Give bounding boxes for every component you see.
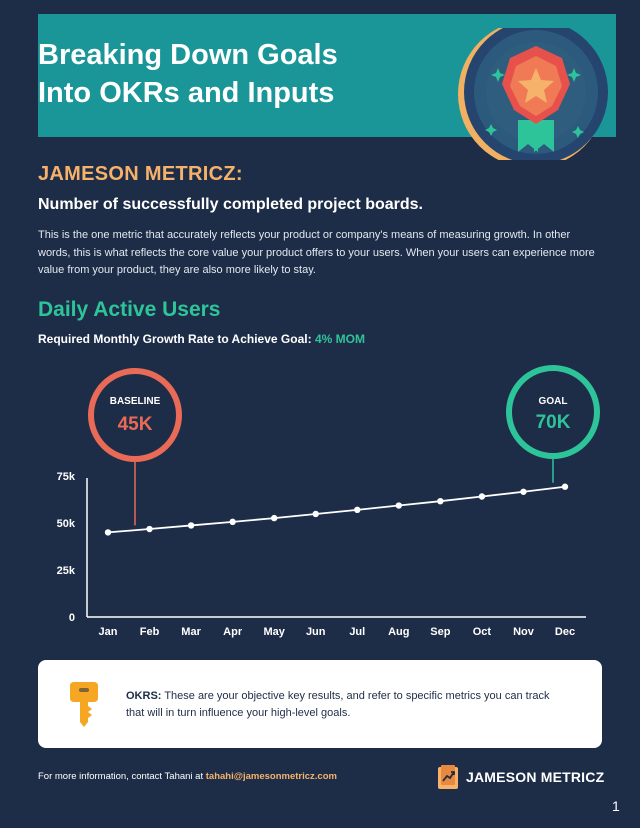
- okr-text: These are your objective key results, an…: [126, 690, 550, 719]
- data-point: [395, 502, 403, 509]
- y-tick-label: 25k: [57, 565, 76, 577]
- data-point: [187, 522, 195, 529]
- goal-value: 70K: [536, 412, 571, 433]
- x-tick-label: Sep: [430, 626, 450, 638]
- y-tick-label: 75k: [57, 471, 76, 483]
- metric-description: This is the one metric that accurately r…: [38, 229, 595, 276]
- brand-name: JAMESON METRICZ: [466, 769, 605, 785]
- growth-rate-line: Required Monthly Growth Rate to Achieve …: [38, 332, 365, 346]
- x-tick-label: Feb: [140, 626, 160, 638]
- x-tick-label: May: [263, 626, 285, 638]
- brand-logo-icon: [438, 765, 458, 789]
- baseline-label: BASELINE: [110, 396, 161, 407]
- footer-email-link[interactable]: tahahi@jamesonmetricz.com: [205, 771, 337, 782]
- baseline-circle: [88, 368, 182, 462]
- x-tick-label: Nov: [513, 626, 535, 638]
- data-point: [104, 529, 112, 536]
- okr-description: OKRS: These are your objective key resul…: [126, 688, 566, 722]
- footer-contact: For more information, contact Tahani at …: [38, 771, 337, 782]
- okr-label: OKRS:: [126, 690, 162, 702]
- x-tick-label: Aug: [388, 626, 409, 638]
- data-point: [146, 525, 153, 533]
- x-tick-label: Oct: [473, 626, 492, 638]
- key-icon: [70, 682, 98, 727]
- x-tick-label: Dec: [555, 626, 575, 638]
- y-tick-label: 50k: [57, 518, 76, 530]
- x-tick-label: Apr: [223, 626, 243, 638]
- series-line: [107, 485, 566, 534]
- daily-active-users-chart: 0 25k 50k 75k Jan Feb Mar Apr May Jun Jul Aug Sep Oc…: [57, 365, 600, 638]
- star-medal-icon: [458, 28, 608, 160]
- growth-rate-label: Required Monthly Growth Rate to Achieve …: [38, 332, 312, 346]
- x-tick-label: Jun: [306, 626, 326, 638]
- data-point: [437, 497, 444, 505]
- data-point: [354, 506, 361, 514]
- x-tick-label: Mar: [181, 626, 201, 638]
- okr-card: OKRS: These are your objective key resul…: [38, 660, 602, 748]
- footer-brand: JAMESON METRICZ: [438, 765, 604, 789]
- data-point: [312, 510, 319, 518]
- goal-label: GOAL: [539, 396, 568, 407]
- growth-rate-value: 4% MOM: [314, 332, 365, 346]
- data-point: [270, 514, 278, 522]
- data-point: [520, 488, 527, 495]
- goal-circle: [506, 365, 600, 459]
- page-number: 1: [612, 798, 620, 814]
- data-point: [229, 518, 236, 526]
- y-tick-label: 0: [69, 612, 75, 624]
- x-tick-label: Jul: [349, 626, 365, 638]
- page-title: Breaking Down Goals Into OKRs and Inputs: [38, 39, 338, 109]
- metric-title: Number of successfully completed project…: [38, 196, 423, 213]
- company-heading: JAMESON METRICZ:: [38, 163, 243, 185]
- x-tick-label: Jan: [99, 626, 118, 638]
- data-point: [478, 493, 486, 500]
- baseline-value: 45K: [118, 414, 153, 435]
- data-point: [561, 483, 569, 490]
- section-title: Daily Active Users: [38, 298, 221, 321]
- footer-contact-text: For more information, contact Tahani at: [38, 771, 204, 782]
